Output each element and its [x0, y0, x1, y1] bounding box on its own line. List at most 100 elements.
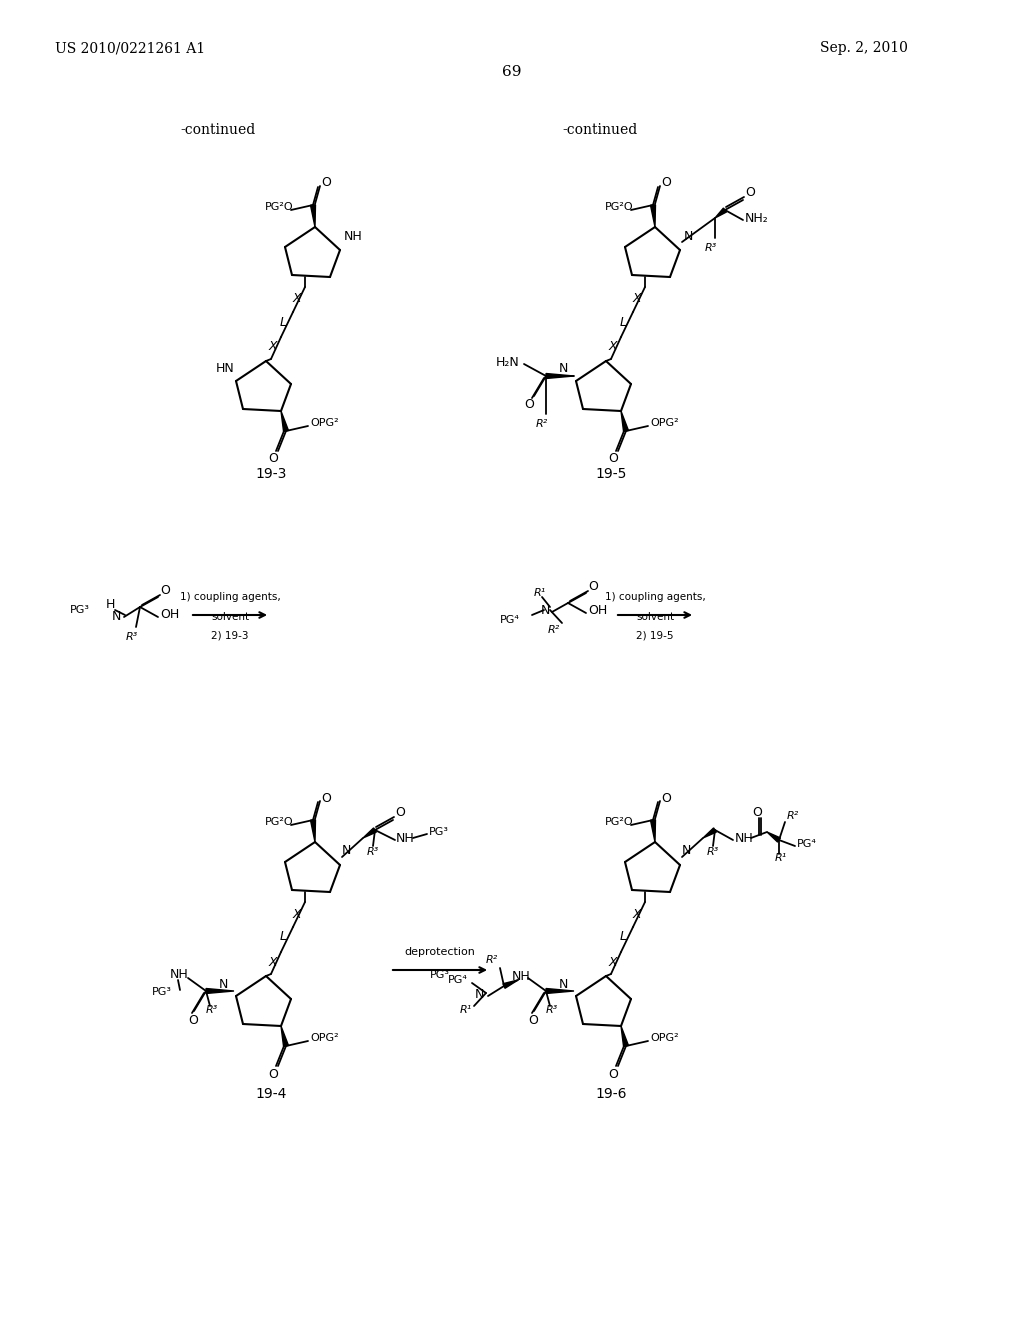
- Text: O: O: [608, 1068, 617, 1081]
- Text: X: X: [293, 293, 301, 305]
- Text: R³: R³: [546, 1005, 558, 1015]
- Text: N: N: [684, 230, 693, 243]
- Polygon shape: [503, 979, 518, 989]
- Text: H: H: [105, 598, 115, 611]
- Polygon shape: [650, 205, 655, 227]
- Text: O: O: [321, 792, 331, 804]
- Text: OPG²: OPG²: [650, 1034, 679, 1043]
- Text: R³: R³: [126, 632, 138, 642]
- Text: O: O: [160, 585, 170, 598]
- Text: X: X: [608, 341, 617, 354]
- Text: R²: R²: [787, 810, 800, 821]
- Text: N: N: [219, 978, 228, 990]
- Polygon shape: [310, 820, 315, 842]
- Text: PG³: PG³: [70, 605, 90, 615]
- Text: R³: R³: [705, 243, 717, 253]
- Text: O: O: [528, 1015, 538, 1027]
- Polygon shape: [767, 832, 780, 842]
- Text: PG³: PG³: [152, 987, 172, 997]
- Text: PG²O: PG²O: [605, 202, 634, 213]
- Text: X: X: [268, 341, 278, 354]
- Polygon shape: [546, 374, 574, 379]
- Text: N: N: [559, 978, 568, 990]
- Text: N: N: [682, 845, 691, 858]
- Text: HN: HN: [216, 363, 234, 375]
- Text: L: L: [620, 315, 627, 329]
- Polygon shape: [621, 1026, 629, 1047]
- Text: -continued: -continued: [180, 123, 256, 137]
- Text: NH: NH: [344, 230, 362, 243]
- Text: O: O: [752, 805, 762, 818]
- Text: O: O: [608, 453, 617, 466]
- Text: O: O: [268, 1068, 278, 1081]
- Polygon shape: [281, 411, 289, 432]
- Polygon shape: [650, 820, 655, 842]
- Text: PG⁴: PG⁴: [797, 840, 817, 849]
- Text: O: O: [524, 397, 534, 411]
- Text: 19-6: 19-6: [595, 1086, 627, 1101]
- Text: X: X: [268, 956, 278, 969]
- Polygon shape: [715, 209, 727, 218]
- Text: NH: NH: [396, 832, 415, 845]
- Text: X: X: [633, 293, 641, 305]
- Text: solvent: solvent: [211, 612, 249, 622]
- Text: H₂N: H₂N: [496, 355, 520, 368]
- Polygon shape: [703, 828, 717, 838]
- Text: O: O: [662, 177, 671, 190]
- Text: PG²O: PG²O: [265, 202, 294, 213]
- Text: OH: OH: [160, 609, 179, 622]
- Text: US 2010/0221261 A1: US 2010/0221261 A1: [55, 41, 205, 55]
- Text: R³: R³: [707, 847, 719, 857]
- Text: 2) 19-5: 2) 19-5: [636, 630, 674, 640]
- Text: 69: 69: [502, 65, 522, 79]
- Text: L: L: [280, 931, 287, 944]
- Text: R¹: R¹: [534, 587, 546, 598]
- Text: N: N: [559, 363, 568, 375]
- Text: NH: NH: [170, 968, 188, 981]
- Polygon shape: [621, 411, 629, 432]
- Text: Sep. 2, 2010: Sep. 2, 2010: [820, 41, 908, 55]
- Text: R¹: R¹: [460, 1005, 472, 1015]
- Text: L: L: [620, 931, 627, 944]
- Text: 19-3: 19-3: [255, 467, 287, 480]
- Text: N: N: [342, 845, 351, 858]
- Text: OH: OH: [588, 603, 607, 616]
- Text: O: O: [321, 177, 331, 190]
- Text: PG³: PG³: [429, 828, 449, 837]
- Text: OPG²: OPG²: [650, 418, 679, 428]
- Text: -continued: -continued: [562, 123, 638, 137]
- Text: R³: R³: [206, 1005, 218, 1015]
- Text: PG²O: PG²O: [605, 817, 634, 828]
- Text: 1) coupling agents,: 1) coupling agents,: [179, 591, 281, 602]
- Text: R²: R²: [536, 418, 548, 429]
- Text: N: N: [541, 603, 550, 616]
- Text: PG³: PG³: [430, 970, 450, 979]
- Text: O: O: [395, 805, 404, 818]
- Text: N: N: [112, 610, 121, 623]
- Text: O: O: [268, 453, 278, 466]
- Text: PG⁴: PG⁴: [449, 975, 468, 985]
- Text: L: L: [280, 315, 287, 329]
- Polygon shape: [546, 989, 574, 994]
- Text: PG²O: PG²O: [265, 817, 294, 828]
- Text: deprotection: deprotection: [404, 946, 475, 957]
- Polygon shape: [206, 989, 234, 994]
- Text: O: O: [662, 792, 671, 804]
- Polygon shape: [281, 1026, 289, 1047]
- Text: OPG²: OPG²: [310, 1034, 339, 1043]
- Text: 1) coupling agents,: 1) coupling agents,: [604, 591, 706, 602]
- Text: OPG²: OPG²: [310, 418, 339, 428]
- Text: 19-5: 19-5: [595, 467, 627, 480]
- Text: NH: NH: [512, 969, 530, 982]
- Text: R²: R²: [548, 624, 560, 635]
- Text: NH: NH: [735, 832, 754, 845]
- Text: X: X: [608, 956, 617, 969]
- Text: solvent: solvent: [636, 612, 674, 622]
- Polygon shape: [310, 205, 315, 227]
- Text: O: O: [588, 581, 598, 594]
- Polygon shape: [362, 828, 377, 838]
- Text: 2) 19-3: 2) 19-3: [211, 630, 249, 640]
- Text: R¹: R¹: [775, 853, 787, 863]
- Text: O: O: [745, 186, 755, 198]
- Text: R²: R²: [485, 954, 498, 965]
